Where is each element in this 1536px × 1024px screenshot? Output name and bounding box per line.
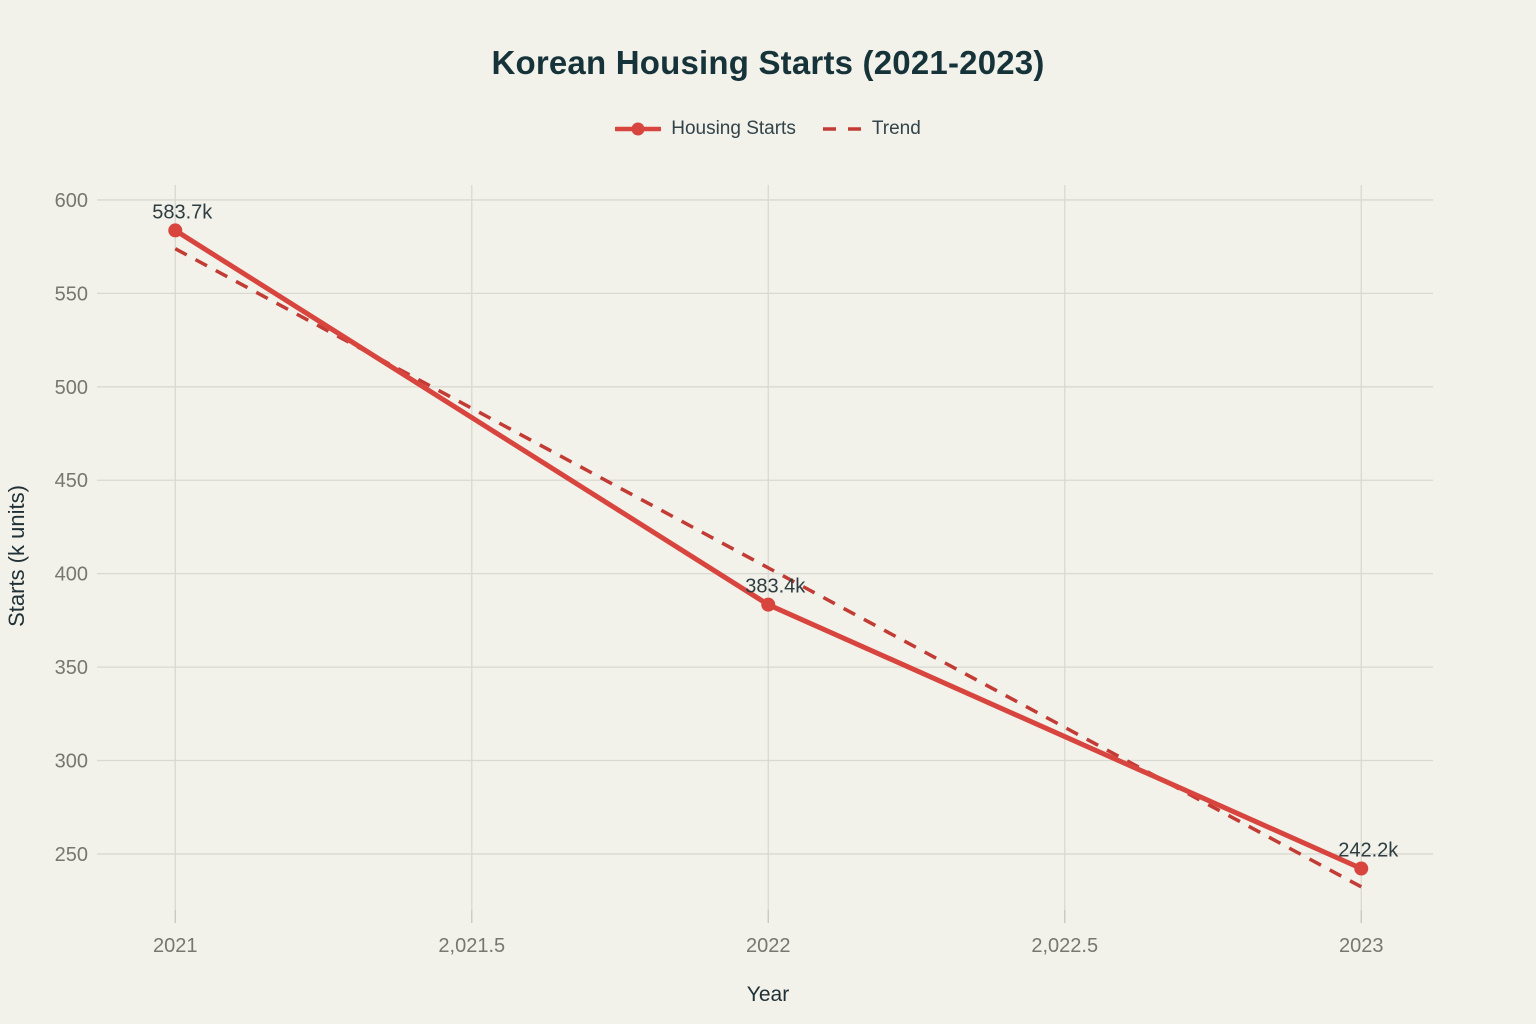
- data-point-marker: [1354, 861, 1369, 876]
- solid-line-marker-icon: [615, 122, 662, 136]
- x-tick-label: 2023: [1339, 935, 1384, 957]
- data-point-label: 242.2k: [1338, 840, 1399, 862]
- y-tick-label: 250: [55, 844, 88, 866]
- y-tick-label: 500: [55, 377, 88, 399]
- x-tick-label: 2022: [746, 935, 791, 957]
- data-point-label: 583.7k: [152, 201, 213, 223]
- legend-item-housing-starts[interactable]: Housing Starts: [615, 118, 796, 140]
- y-tick-label: 300: [55, 751, 88, 773]
- y-tick-label: 350: [55, 657, 88, 679]
- x-axis-title: Year: [746, 983, 790, 1006]
- legend-label-trend: Trend: [871, 118, 921, 139]
- x-tick-label: 2021: [153, 935, 198, 957]
- x-tick-label: 2,021.5: [438, 935, 505, 957]
- y-tick-label: 600: [55, 190, 88, 212]
- y-axis-title: Starts (k units): [4, 485, 29, 627]
- legend-item-trend[interactable]: Trend: [822, 118, 921, 140]
- y-tick-label: 450: [55, 470, 88, 492]
- y-tick-label: 400: [55, 564, 88, 586]
- y-tick-label: 550: [55, 283, 88, 305]
- data-point-marker: [168, 223, 183, 238]
- legend: Housing Starts Trend: [0, 118, 1536, 140]
- legend-label-housing-starts: Housing Starts: [671, 118, 796, 139]
- data-point-marker: [761, 597, 776, 612]
- data-point-label: 383.4k: [745, 576, 806, 598]
- trend-line: [174, 247, 1363, 889]
- chart-title: Korean Housing Starts (2021-2023): [491, 44, 1045, 81]
- dashed-line-icon: [822, 127, 861, 131]
- x-tick-label: 2,022.5: [1031, 935, 1098, 957]
